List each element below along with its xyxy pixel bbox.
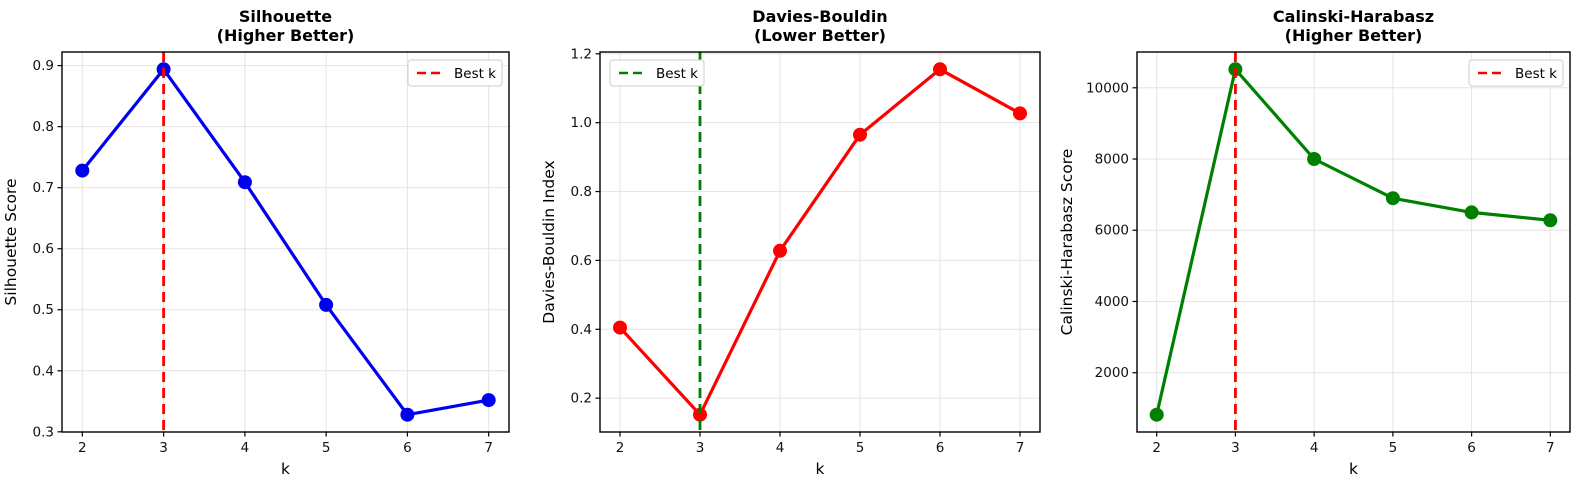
axes-spines (61, 51, 510, 433)
davies-bouldin-data-point-k7 (1013, 106, 1027, 121)
y-tick-label: 0.8 (33, 119, 54, 135)
y-tick-label: 0.8 (571, 184, 592, 200)
chart-title-calinski-harabasz: Calinski-Harabasz (Higher Better) (1137, 7, 1570, 45)
calinski-harabasz-data-point-k5 (1385, 191, 1400, 206)
x-axis-label: k (816, 460, 825, 478)
calinski-harabasz-data-point-k2 (1149, 407, 1164, 422)
y-tick-label: 0.6 (33, 241, 54, 257)
legend-label: Best k (454, 66, 496, 82)
chart-title-line1: Calinski-Harabasz (1272, 7, 1435, 26)
davies-bouldin-data-point-k3 (693, 407, 707, 422)
x-tick-label: 6 (1467, 440, 1476, 456)
chart-title-line2: (Higher Better) (1284, 26, 1423, 45)
x-axis-label: k (281, 460, 290, 478)
davies-bouldin-series-line (618, 67, 1022, 417)
x-tick-label: 4 (776, 440, 785, 456)
legend-box (407, 59, 503, 87)
y-tick-label: 4000 (1095, 294, 1129, 310)
chart-title-line1: Davies-Bouldin (752, 7, 888, 26)
calinski-harabasz-data-point-k4 (1307, 152, 1322, 166)
x-tick-label: 3 (159, 440, 168, 456)
davies-bouldin-chart: 2 3 4 5 6 7 0.2 0.4 0.6 0.8 1.0 1.2 k Davies-Bouldin … (540, 46, 1041, 478)
panel-davies-bouldin: Davies-Bouldin (Lower Better) 2 3 4 5 6 7 0.2 0… (530, 0, 1060, 489)
davies-bouldin-data-point-k4 (773, 243, 787, 258)
panel-silhouette: Silhouette (Higher Better) 2 3 4 5 6 7 0.3 0.4 0… (0, 0, 530, 489)
chart-title-line2: (Higher Better) (216, 26, 355, 45)
y-tick-label: 0.4 (33, 363, 54, 379)
davies-bouldin-data-point-k2 (613, 320, 627, 335)
davies-bouldin-data-point-k6 (933, 62, 947, 77)
y-tick-label: 8000 (1095, 152, 1129, 168)
silhouette-data-point-k5 (319, 297, 334, 312)
x-tick-label: 6 (936, 440, 945, 456)
x-tick-label: 7 (1016, 440, 1025, 456)
silhouette-series-line (80, 67, 491, 417)
chart-title-line1: Silhouette (238, 7, 333, 26)
calinski-harabasz-data-point-k6 (1464, 205, 1479, 220)
silhouette-chart: 2 3 4 5 6 7 0.3 0.4 0.5 0.6 0.7 0.8 0.9 k Silhouette S… (2, 51, 510, 478)
axes-spines (599, 51, 1041, 433)
y-axis-label: Davies-Bouldin Index (540, 160, 558, 323)
x-tick-label: 7 (1546, 440, 1555, 456)
panel-calinski-harabasz: Calinski-Harabasz (Higher Better) 2 3 4 5 6 7… (1060, 0, 1590, 489)
y-tick-label: 6000 (1095, 223, 1129, 239)
y-tick-label: 10000 (1086, 80, 1129, 96)
y-tick-label: 0.9 (33, 58, 54, 74)
chart-title-davies-bouldin: Davies-Bouldin (Lower Better) (600, 7, 1040, 45)
x-tick-label: 5 (856, 440, 865, 456)
y-axis-label: Calinski-Harabasz Score (1060, 149, 1076, 336)
legend-label: Best k (656, 66, 698, 82)
y-tick-label: 1.0 (571, 115, 592, 131)
calinski-harabasz-series-line (1155, 67, 1552, 417)
y-tick-label: 1.2 (571, 46, 592, 62)
legend: Best k (407, 59, 503, 87)
chart-title-silhouette: Silhouette (Higher Better) (62, 7, 509, 45)
y-axis-label: Silhouette Score (2, 178, 20, 305)
legend-box (1468, 59, 1564, 87)
silhouette-data-point-k4 (237, 175, 252, 190)
y-tick-label: 0.7 (33, 180, 54, 196)
x-tick-label: 5 (1389, 440, 1398, 456)
davies-bouldin-data-point-k5 (853, 127, 867, 142)
y-tick-label: 2000 (1095, 365, 1129, 381)
y-tick-label: 0.3 (33, 424, 54, 440)
legend-box (609, 59, 705, 87)
silhouette-data-point-k6 (400, 407, 415, 422)
chart-title-line2: (Lower Better) (754, 26, 886, 45)
x-tick-label: 3 (696, 440, 705, 456)
y-tick-label: 0.6 (571, 253, 592, 269)
x-tick-label: 5 (322, 440, 331, 456)
x-tick-label: 2 (616, 440, 625, 456)
x-tick-label: 4 (241, 440, 250, 456)
silhouette-data-point-k7 (481, 393, 496, 408)
legend-label: Best k (1515, 66, 1557, 82)
calinski-harabasz-data-point-k7 (1543, 213, 1558, 228)
y-tick-label: 0.2 (571, 391, 592, 407)
x-tick-label: 2 (1152, 440, 1161, 456)
legend: Best k (609, 59, 705, 87)
legend: Best k (1468, 59, 1564, 87)
x-tick-label: 4 (1310, 440, 1319, 456)
x-axis-label: k (1349, 460, 1358, 478)
x-tick-label: 6 (403, 440, 412, 456)
y-tick-label: 0.5 (33, 302, 54, 318)
calinski-harabasz-chart: 2 3 4 5 6 7 2000 4000 6000 8000 10000 k Calinski-Har… (1060, 51, 1571, 478)
x-tick-label: 7 (484, 440, 493, 456)
axes-spines (1136, 51, 1571, 433)
x-tick-label: 3 (1231, 440, 1240, 456)
y-tick-label: 0.4 (571, 322, 592, 338)
x-tick-label: 2 (78, 440, 87, 456)
silhouette-data-point-k2 (75, 163, 90, 178)
